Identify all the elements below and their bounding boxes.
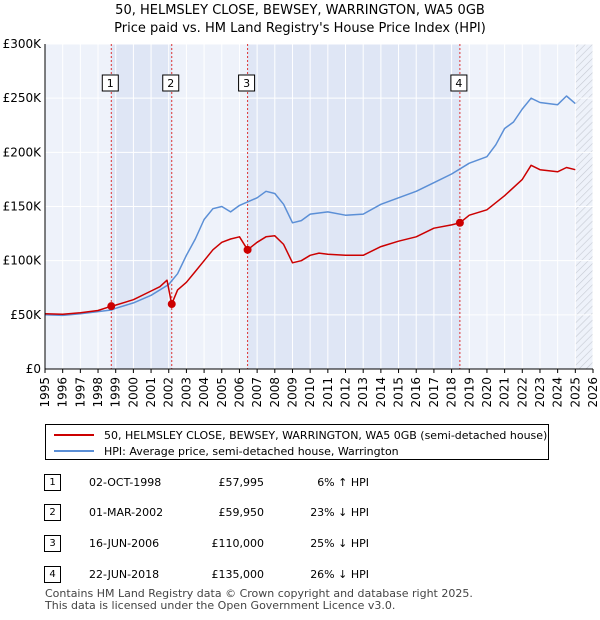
sale-marker-box <box>238 74 256 92</box>
x-tick-label: 2001 <box>144 377 158 408</box>
x-tick-label: 1998 <box>91 377 105 408</box>
attribution-line-1: Contains HM Land Registry data © Crown c… <box>45 587 473 600</box>
legend-label-hpi: HPI: Average price, semi-detached house,… <box>104 444 399 458</box>
x-tick-label: 1996 <box>56 377 70 408</box>
x-tick-label: 2022 <box>515 377 529 408</box>
y-tick-label: £50K <box>10 308 42 322</box>
x-tick-label: 2007 <box>250 377 264 408</box>
x-tick-label: 2021 <box>498 377 512 408</box>
x-tick-label: 1999 <box>109 377 123 408</box>
x-tick-label: 2003 <box>179 377 193 408</box>
sale-number: 1 <box>44 474 61 491</box>
sale-point <box>455 218 464 227</box>
x-tick-label: 2025 <box>568 377 582 408</box>
sale-row: 1 02-OCT-1998 £57,995 6% ↑ HPI <box>44 472 424 492</box>
sale-marker-box <box>450 74 468 92</box>
property-price-line <box>44 164 576 316</box>
sale-marker-box <box>101 74 119 92</box>
x-tick-label: 2023 <box>533 377 547 408</box>
sale-point <box>107 302 116 311</box>
sale-hpi-relation: 25% ↓ HPI <box>310 537 369 550</box>
x-tick-label: 2019 <box>462 377 476 408</box>
y-tick-label: £100K <box>3 254 43 268</box>
x-tick-label: 2020 <box>480 377 494 408</box>
sale-price: £57,995 <box>218 476 265 489</box>
x-tick-label: 2024 <box>551 377 565 408</box>
x-tick-label: 2004 <box>197 377 211 408</box>
sale-marker-label: 1 <box>107 77 114 90</box>
sale-row: 3 16-JUN-2006 £110,000 25% ↓ HPI <box>44 533 424 553</box>
chart-title: 50, HELMSLEY CLOSE, BEWSEY, WARRINGTON, … <box>115 3 485 18</box>
sale-date: 01-MAR-2002 <box>89 506 164 519</box>
legend-swatch-property <box>54 434 94 436</box>
sale-marker-label: 4 <box>455 77 462 90</box>
sale-point <box>167 300 176 309</box>
sale-row: 4 22-JUN-2018 £135,000 26% ↓ HPI <box>44 564 424 584</box>
sale-hpi-relation: 6% ↑ HPI <box>317 476 369 489</box>
hpi-line <box>44 95 576 317</box>
x-tick-label: 2006 <box>232 377 246 408</box>
x-tick-label: 2008 <box>268 377 282 408</box>
x-tick-label: 1997 <box>73 377 87 408</box>
x-tick-label: 1995 <box>38 377 52 408</box>
chart-legend: 50, HELMSLEY CLOSE, BEWSEY, WARRINGTON, … <box>45 424 549 460</box>
y-tick-label: £200K <box>3 145 43 159</box>
attribution-line-2: This data is licensed under the Open Gov… <box>45 599 396 612</box>
attribution: Contains HM Land Registry data © Crown c… <box>45 588 473 612</box>
sale-marker-label: 3 <box>243 77 250 90</box>
legend-item-property: 50, HELMSLEY CLOSE, BEWSEY, WARRINGTON, … <box>54 427 547 443</box>
legend-label-property: 50, HELMSLEY CLOSE, BEWSEY, WARRINGTON, … <box>104 428 548 442</box>
legend-swatch-hpi <box>54 450 94 452</box>
x-tick-label: 2010 <box>303 377 317 408</box>
x-tick-label: 2012 <box>339 377 353 408</box>
sale-price: £135,000 <box>211 568 265 581</box>
sale-row: 2 01-MAR-2002 £59,950 23% ↓ HPI <box>44 502 424 522</box>
sale-hpi-relation: 26% ↓ HPI <box>310 568 369 581</box>
sale-marker-box <box>162 74 180 92</box>
x-tick-label: 2005 <box>215 377 229 408</box>
x-tick-label: 2026 <box>586 377 600 408</box>
x-tick-label: 2018 <box>445 377 459 408</box>
sale-number: 4 <box>44 566 61 583</box>
x-tick-label: 2014 <box>374 377 388 408</box>
x-tick-label: 2013 <box>356 377 370 408</box>
x-tick-label: 2000 <box>126 377 140 408</box>
x-tick-label: 2002 <box>162 377 176 408</box>
sale-number: 3 <box>44 535 61 552</box>
x-tick-label: 2015 <box>392 377 406 408</box>
sale-price: £59,950 <box>218 506 265 519</box>
y-tick-label: £250K <box>3 91 43 105</box>
y-tick-label: £0 <box>26 362 41 376</box>
chart-subtitle: Price paid vs. HM Land Registry's House … <box>114 21 486 36</box>
sale-date: 02-OCT-1998 <box>89 476 162 489</box>
y-tick-label: £300K <box>3 37 43 51</box>
sale-marker-label: 2 <box>167 77 174 90</box>
sale-date: 22-JUN-2018 <box>89 568 160 581</box>
sale-date: 16-JUN-2006 <box>89 537 160 550</box>
sale-price: £110,000 <box>211 537 265 550</box>
sale-number: 2 <box>44 504 61 521</box>
x-tick-label: 2009 <box>285 377 299 408</box>
y-tick-label: £150K <box>3 200 43 214</box>
x-tick-label: 2017 <box>427 377 441 408</box>
x-tick-label: 2016 <box>409 377 423 408</box>
sale-hpi-relation: 23% ↓ HPI <box>310 506 369 519</box>
legend-item-hpi: HPI: Average price, semi-detached house,… <box>54 443 399 459</box>
x-tick-label: 2011 <box>321 377 335 408</box>
sale-point <box>243 245 252 254</box>
